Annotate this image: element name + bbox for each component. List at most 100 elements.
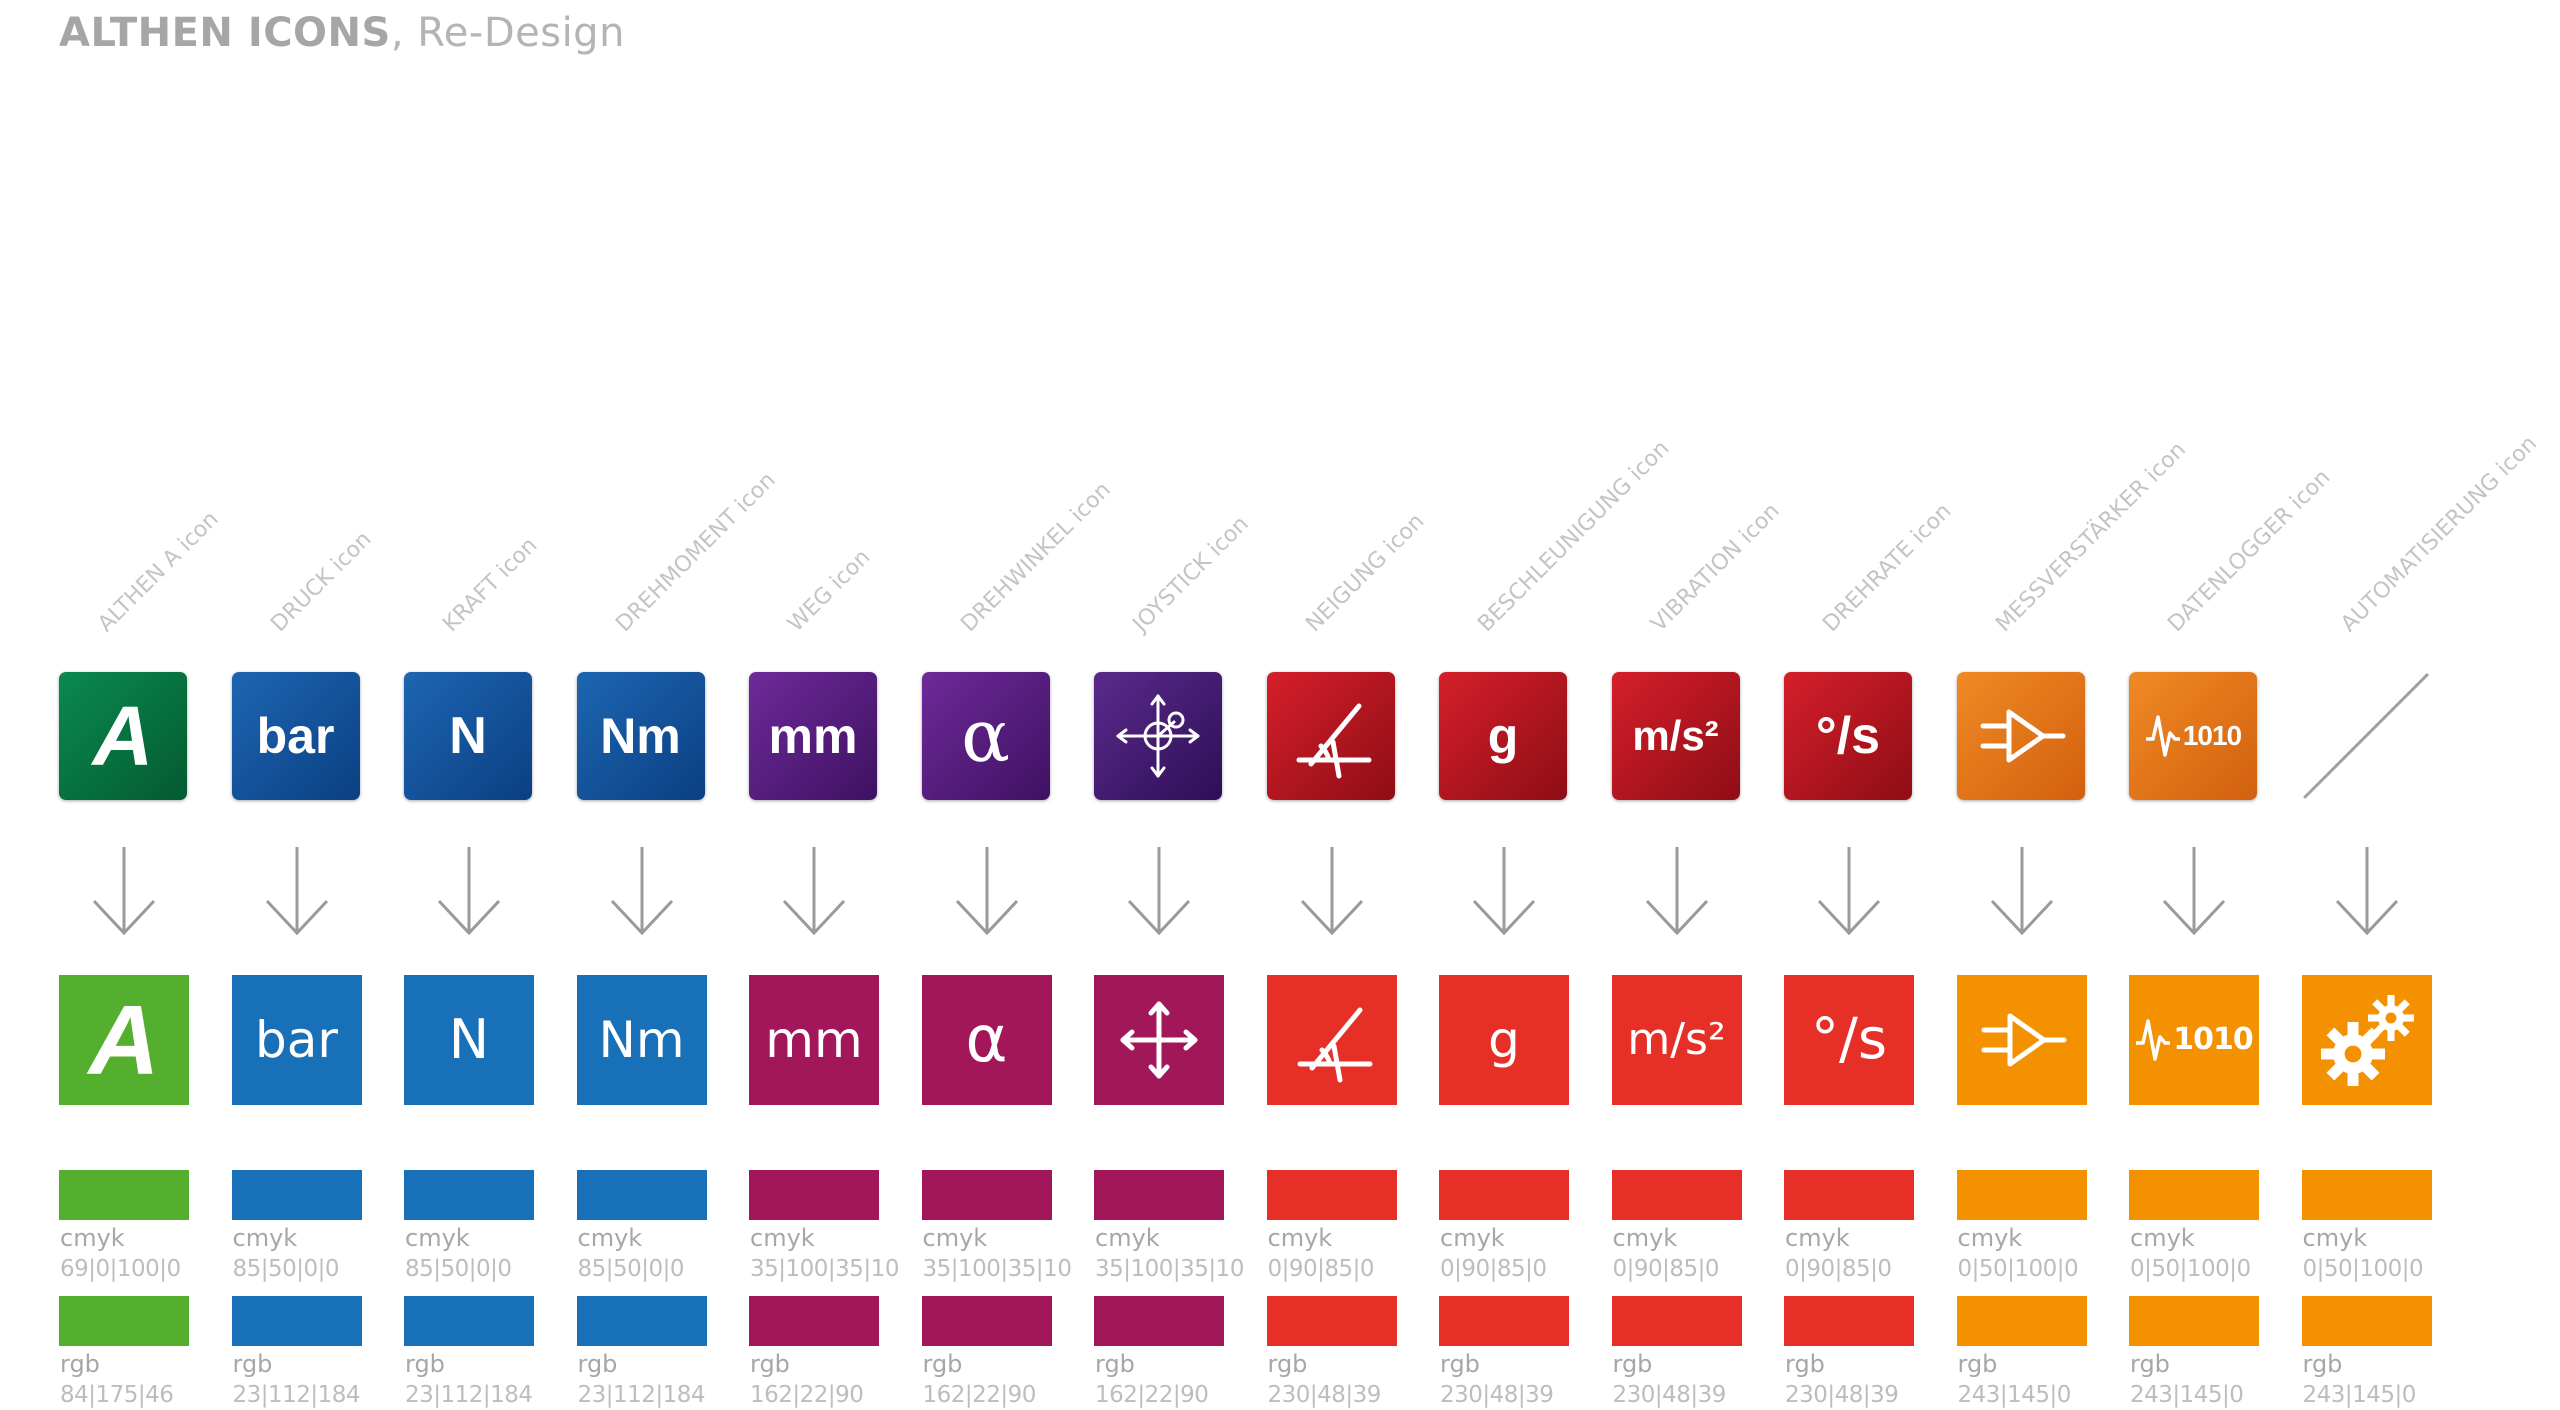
cmyk-swatch xyxy=(59,1170,189,1220)
alpha-glyph: α xyxy=(965,1003,1008,1077)
rgb-swatch xyxy=(1094,1296,1224,1346)
cmyk-label: cmyk xyxy=(922,1224,988,1252)
rgb-swatch xyxy=(921,1296,1052,1346)
cmyk-swatch xyxy=(576,1170,707,1220)
old-icon-drehrate: °/s xyxy=(1784,672,1912,800)
cmyk-label: cmyk xyxy=(232,1224,298,1252)
rgb-swatch xyxy=(2301,1296,2432,1346)
gears-icon xyxy=(2320,995,2414,1086)
vibration-glyph: m/s² xyxy=(1632,712,1719,759)
down-arrow-icon xyxy=(1300,847,1363,936)
joystick-icon xyxy=(1116,694,1200,778)
old-icon-weg: mm xyxy=(749,672,877,800)
rgb-label: rgb xyxy=(232,1350,273,1378)
rgb-label: rgb xyxy=(1785,1350,1825,1378)
cmyk-label: cmyk xyxy=(2302,1224,2368,1252)
beschleunigung-glyph: g xyxy=(1488,1011,1520,1069)
inclination-icon xyxy=(1297,1007,1372,1083)
rgb-label: rgb xyxy=(405,1350,445,1378)
cmyk-swatch xyxy=(1611,1170,1742,1220)
cmyk-label: cmyk xyxy=(1440,1224,1505,1252)
down-arrow-icon xyxy=(1472,847,1536,936)
drehrate-glyph: °/s xyxy=(1815,707,1881,765)
icon-column-messverstaerker: MESSVERSTÄRKER icon cmyk 0|50|100|0 rgb 243|… xyxy=(1956,0,2190,1410)
cmyk-label: cmyk xyxy=(405,1224,470,1252)
rgb-label: rgb xyxy=(1957,1350,1998,1378)
rgb-value: 84|175|46 xyxy=(60,1382,174,1408)
rgb-swatch xyxy=(1439,1296,1569,1346)
rgb-swatch xyxy=(1784,1296,1914,1346)
icon-label: KRAFT icon xyxy=(438,532,543,637)
drehmoment-glyph: Nm xyxy=(598,1011,685,1069)
icon-label: ALTHEN A icon xyxy=(93,506,224,637)
new-icon-kraft: N xyxy=(404,975,534,1105)
icon-column-vibration: VIBRATION icon m/s² m/s² cmyk 0|90|85|0 rgb 23… xyxy=(1611,0,1784,1410)
cmyk-label: cmyk xyxy=(2130,1224,2195,1252)
down-arrow-icon xyxy=(1988,845,2056,941)
new-icon-neigung xyxy=(1266,975,1397,1105)
icon-label: NEIGUNG icon xyxy=(1300,508,1429,637)
icon-label: AUTOMATISIERUNG icon xyxy=(2335,431,2542,637)
rgb-value: 230|48|39 xyxy=(1440,1382,1554,1408)
icon-column-druck: DRUCK icon bar bar cmyk 85|50|0|0 rgb 23|112|1… xyxy=(231,0,376,1410)
icon-column-neigung: NEIGUNG icon cmyk 0|90|85|0 rgb 230|48|39 xyxy=(1266,0,1429,1410)
down-arrow-icon xyxy=(953,845,1021,941)
icon-label: JOYSTICK icon xyxy=(1128,511,1254,637)
cmyk-value: 0|90|85|0 xyxy=(1440,1256,1547,1282)
rgb-swatch xyxy=(1266,1296,1397,1346)
old-icon-druck: bar xyxy=(231,672,360,800)
althen-a-glyph: A xyxy=(88,985,160,1095)
cmyk-swatch xyxy=(1439,1170,1569,1220)
rgb-label: rgb xyxy=(2302,1350,2343,1378)
old-icon-kraft: N xyxy=(404,672,532,800)
cmyk-swatch xyxy=(231,1170,362,1220)
down-arrow-icon xyxy=(610,847,673,936)
icon-column-joystick: JOYSTICK icon cmyk 35|100|35|10 rgb 162|22|9… xyxy=(1094,0,1254,1410)
rgb-value: 23|112|184 xyxy=(405,1382,533,1408)
rgb-swatch xyxy=(231,1296,362,1346)
down-arrow-icon xyxy=(1470,845,1538,941)
drehmoment-glyph: Nm xyxy=(600,708,681,764)
cmyk-swatch xyxy=(1784,1170,1914,1220)
new-icon-drehrate: °/s xyxy=(1784,975,1914,1105)
datenlogger-glyph: 1010 xyxy=(2135,1015,2254,1065)
down-arrow-icon xyxy=(782,847,846,936)
cmyk-value: 0|90|85|0 xyxy=(1785,1256,1892,1282)
rgb-value: 230|48|39 xyxy=(1612,1382,1727,1408)
rgb-label: rgb xyxy=(1440,1350,1480,1378)
rgb-label: rgb xyxy=(60,1350,100,1378)
binary-text: 1010 xyxy=(2173,1022,2253,1057)
rgb-label: rgb xyxy=(577,1350,618,1378)
down-arrow-icon xyxy=(2160,845,2228,941)
old-icon-althen-a: A xyxy=(59,672,187,800)
rgb-swatch xyxy=(404,1296,534,1346)
icon-column-beschleunigung: BESCHLEUNIGUNG icon g g cmyk 0|90|85|0 rgb 230… xyxy=(1439,0,1674,1410)
old-icon-joystick xyxy=(1094,672,1222,800)
cmyk-swatch xyxy=(921,1170,1052,1220)
weg-glyph: mm xyxy=(768,708,858,764)
cmyk-value: 0|90|85|0 xyxy=(1612,1256,1720,1282)
cmyk-value: 69|0|100|0 xyxy=(60,1256,181,1282)
old-icon-beschleunigung: g xyxy=(1439,672,1567,800)
icon-column-datenlogger: DATENLOGGER icon 1010 1010 cmyk 0|50|100|0 rg… xyxy=(2129,0,2335,1410)
new-icon-althen-a: A xyxy=(59,975,189,1105)
cmyk-value: 0|50|100|0 xyxy=(1957,1256,2079,1282)
down-arrow-icon xyxy=(780,845,848,941)
cmyk-value: 0|50|100|0 xyxy=(2130,1256,2251,1282)
cmyk-value: 0|90|85|0 xyxy=(1267,1256,1375,1282)
down-arrow-icon xyxy=(90,845,158,941)
datenlogger-glyph: 1010 xyxy=(2145,711,2242,761)
cmyk-label: cmyk xyxy=(1612,1224,1678,1252)
down-arrow-icon xyxy=(1127,847,1191,936)
rgb-value: 162|22|90 xyxy=(750,1382,864,1408)
althen-a-glyph: A xyxy=(92,689,154,783)
alpha-glyph: α xyxy=(961,694,1010,778)
move-arrows-icon xyxy=(1120,1001,1198,1079)
down-arrow-icon xyxy=(1643,845,1711,941)
weg-glyph: mm xyxy=(765,1011,863,1069)
cmyk-value: 35|100|35|10 xyxy=(750,1256,899,1282)
icon-label: DREHWINKEL icon xyxy=(955,477,1116,637)
title-brand: ALTHEN ICONS xyxy=(59,10,391,56)
kraft-glyph: N xyxy=(449,707,487,765)
new-icon-joystick xyxy=(1094,975,1224,1105)
